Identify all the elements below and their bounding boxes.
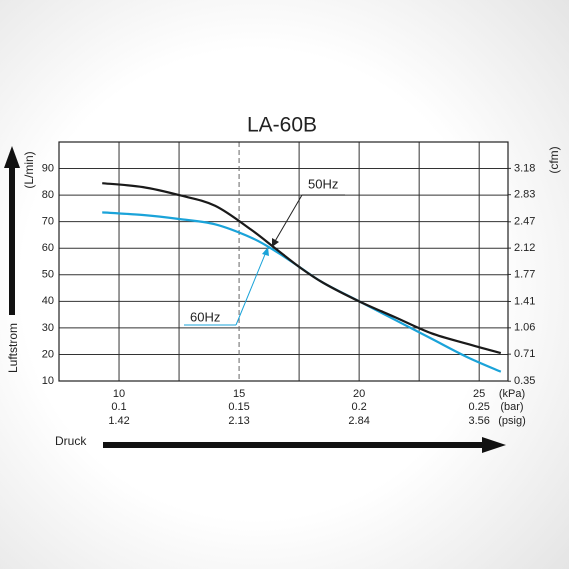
x-tick-label: 20 <box>353 388 365 400</box>
x-bar-label: 0.2 <box>351 401 366 413</box>
x-psig-label: 2.84 <box>348 415 369 427</box>
x-psig-unit: (psig) <box>498 415 526 427</box>
y-unit: (L/min) <box>22 151 36 188</box>
plot: 10 20 30 40 50 60 70 80 90 0.35 0.71 1.06 1.41 1.77 2.… <box>42 141 535 427</box>
x-tick-label: 25 <box>473 388 485 400</box>
y2-tick-label: 0.35 <box>514 375 535 387</box>
x-psig-label: 3.56 <box>468 415 489 427</box>
y2-tick-label: 1.77 <box>514 268 535 280</box>
annotation-arrow <box>235 251 267 326</box>
y-arrow-head <box>4 146 20 168</box>
annotation-arrow-head <box>272 238 279 247</box>
x-arrow <box>103 442 485 448</box>
x-bar-label: 0.1 <box>111 401 126 413</box>
x-tick-label: 10 <box>113 388 125 400</box>
y-tick-label: 60 <box>42 242 54 254</box>
y-tick-label: 20 <box>42 348 54 360</box>
x-label: Druck <box>55 434 87 448</box>
y-tick-label: 70 <box>42 216 54 228</box>
plot-border <box>58 141 509 382</box>
x-psig-label: 2.13 <box>228 415 249 427</box>
annotation-arrow-head <box>262 247 269 256</box>
y2-tick-label: 2.47 <box>514 216 535 228</box>
y-tick-label: 10 <box>42 375 54 387</box>
plot-area <box>59 142 508 381</box>
x-tick-label: 15 <box>233 388 245 400</box>
y-tick-label: 80 <box>42 189 54 201</box>
y-tick-label: 90 <box>42 162 54 174</box>
x-bar-unit: (bar) <box>500 401 523 413</box>
y2-tick-label: 2.83 <box>514 189 535 201</box>
x-psig-label: 1.42 <box>108 415 129 427</box>
annotation-arrow <box>273 194 303 244</box>
y-arrow <box>9 165 15 315</box>
x-bar-label: 0.15 <box>228 401 249 413</box>
y-tick-label: 50 <box>42 269 54 281</box>
series-line <box>102 182 502 355</box>
y-label: Luftstrom <box>6 323 20 373</box>
series-label: 50Hz <box>308 176 338 191</box>
x-bar-label: 0.25 <box>468 401 489 413</box>
y2-tick-label: 1.06 <box>514 322 535 334</box>
y-tick-label: 30 <box>42 322 54 334</box>
x-arrow-head <box>482 437 506 453</box>
y2-tick-label: 2.12 <box>514 242 535 254</box>
y2-tick-label: 3.18 <box>514 162 535 174</box>
y2-tick-label: 1.41 <box>514 295 535 307</box>
x-unit: (kPa) <box>499 388 525 400</box>
y-tick-label: 40 <box>42 295 54 307</box>
series-label: 60Hz <box>190 309 220 324</box>
y2-unit: (cfm) <box>547 146 561 173</box>
y2-tick-label: 0.71 <box>514 348 535 360</box>
chart-title: LA-60B <box>247 114 317 137</box>
